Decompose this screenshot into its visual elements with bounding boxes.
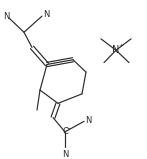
- Text: N: N: [43, 10, 49, 19]
- Text: N: N: [112, 45, 120, 55]
- Text: N: N: [62, 150, 68, 159]
- Text: N: N: [3, 12, 9, 21]
- Text: N: N: [85, 116, 91, 125]
- Text: C: C: [62, 127, 68, 136]
- Text: −: −: [67, 125, 71, 131]
- Text: +: +: [118, 43, 124, 48]
